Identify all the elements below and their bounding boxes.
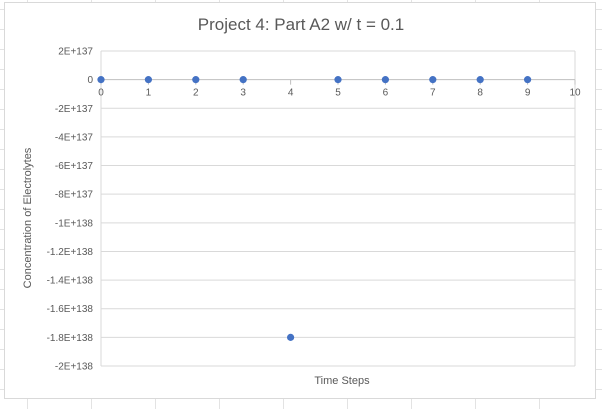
y-tick-label: -1E+138 (55, 218, 94, 229)
x-tick-label: 4 (288, 88, 294, 99)
x-tick-label: 9 (525, 88, 531, 99)
y-tick-label: 0 (87, 75, 93, 86)
data-point (524, 76, 532, 84)
x-tick-label: 5 (335, 88, 341, 99)
data-point (192, 76, 200, 84)
data-point (334, 76, 342, 84)
x-tick-label: 0 (98, 88, 104, 99)
plot-svg: 2E+137 0 -2E+137 -4E+137 -6E+137 -8E+137 -1E+1… (47, 47, 581, 373)
data-point (287, 333, 295, 341)
x-tick-label: 3 (240, 88, 246, 99)
x-tick-label: 6 (383, 88, 389, 99)
y-tick-label: 2E+137 (58, 47, 93, 58)
data-point (144, 76, 152, 84)
y-tick-label: -1.8E+138 (47, 333, 94, 344)
chart-area[interactable]: Project 4: Part A2 w/ t = 0.1 Concentrat… (4, 2, 596, 399)
data-point (476, 76, 484, 84)
x-tick-label: 1 (146, 88, 152, 99)
x-tick-label: 10 (569, 88, 581, 99)
data-point (381, 76, 389, 84)
data-point (429, 76, 437, 84)
chart-title: Project 4: Part A2 w/ t = 0.1 (197, 15, 405, 34)
data-point (97, 76, 105, 84)
y-tick-label: -1.6E+138 (47, 304, 94, 315)
x-axis-title: Time Steps (314, 375, 370, 387)
y-tick-label: -1.4E+138 (47, 276, 94, 287)
y-tick-label: -8E+137 (55, 190, 94, 201)
y-tick-label: -6E+137 (55, 161, 94, 172)
x-tick-label: 2 (193, 88, 199, 99)
y-tick-label: -2E+138 (55, 362, 94, 373)
y-tick-label: -1.2E+138 (47, 247, 94, 258)
y-tick-label: -2E+137 (55, 104, 94, 115)
y-tick-label: -4E+137 (55, 132, 94, 143)
data-point (239, 76, 247, 84)
x-tick-label: 8 (477, 88, 483, 99)
x-tick-label: 7 (430, 88, 436, 99)
